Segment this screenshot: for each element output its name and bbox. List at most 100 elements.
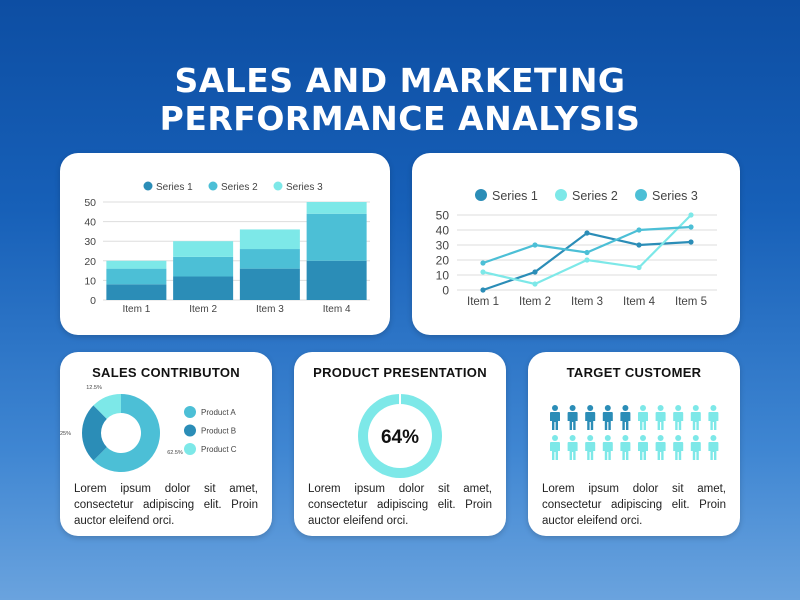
data-point <box>688 212 694 218</box>
target-customer-pictogram <box>550 405 719 460</box>
data-point <box>636 227 642 233</box>
person-body <box>550 412 560 430</box>
person-icon <box>708 435 719 460</box>
person-icon <box>620 405 631 430</box>
y-tick-label: 0 <box>442 284 449 298</box>
data-point <box>532 281 538 287</box>
person-icon <box>638 435 648 460</box>
person-body <box>673 412 684 430</box>
target-customer-title: TARGET CUSTOMER <box>566 365 702 380</box>
person-body <box>567 412 578 430</box>
x-tick-label: Item 2 <box>519 296 551 308</box>
legend-label: Product B <box>201 427 236 436</box>
data-point <box>584 249 590 256</box>
line-chart-card: 0 10 20 30 40 50 Item 1 Item 2 Item 3 Item 4 Item … <box>412 153 740 335</box>
y-tick-label: 20 <box>84 256 96 268</box>
person-body <box>690 412 701 430</box>
y-tick-label: 20 <box>436 254 450 268</box>
page-title-line-1: SALES AND MARKETING <box>174 61 626 100</box>
y-tick-label: 30 <box>436 239 450 253</box>
person-head <box>569 435 576 441</box>
person-head <box>622 405 629 411</box>
legend-marker <box>184 424 196 437</box>
legend-marker <box>273 181 283 191</box>
x-tick-label: Item 1 <box>122 304 150 315</box>
stacked-bar-chart: 0 10 20 30 40 50 Item 1 Item 2 Item 3 Item 4 Serie… <box>84 181 370 315</box>
person-body <box>655 442 666 460</box>
person-head <box>587 405 594 411</box>
bar-segment <box>106 284 167 300</box>
person-head <box>587 435 594 441</box>
y-tick-label: 50 <box>84 197 96 209</box>
bar-segment <box>306 202 367 214</box>
sales-contribution-title: SALES CONTRIBUTON <box>92 365 240 380</box>
x-tick-label: Item 3 <box>256 304 284 315</box>
person-icon <box>550 405 560 430</box>
bar-segment <box>106 260 167 269</box>
person-body <box>550 442 560 460</box>
ring-notch <box>399 393 401 405</box>
person-head <box>552 435 558 441</box>
x-tick-label: Item 4 <box>323 304 351 315</box>
person-body <box>673 442 684 460</box>
person-body <box>638 442 648 460</box>
legend-label: Series 1 <box>156 182 193 193</box>
y-tick-label: 30 <box>84 236 96 248</box>
bar-segment <box>239 229 300 250</box>
data-point <box>584 230 590 236</box>
ring-value-label: 64% <box>381 427 419 448</box>
product-presentation-donut-chart: 64% <box>358 393 442 478</box>
y-tick-label: 10 <box>436 269 450 283</box>
y-tick-label: 0 <box>90 295 96 307</box>
data-point <box>688 224 694 230</box>
data-point <box>584 257 590 263</box>
y-tick-label: 40 <box>436 224 450 238</box>
person-icon <box>567 405 578 430</box>
person-icon <box>550 435 560 460</box>
legend-marker <box>184 443 196 455</box>
target-customer-text: Lorem ipsum dolor sit amet, consectetur … <box>542 483 726 527</box>
sales-contribution-text: Lorem ipsum dolor sit amet, consectetur … <box>74 483 258 527</box>
sales-contribution-card: SALES CONTRIBUTON 62.5% 25% 12.5% Product A… <box>60 352 272 536</box>
person-head <box>604 405 611 411</box>
person-icon <box>620 435 631 460</box>
product-presentation-text: Lorem ipsum dolor sit amet, consectetur … <box>308 483 492 527</box>
data-point <box>480 260 486 266</box>
page-title: SALES AND MARKETING PERFORMANCE ANALYSIS <box>0 62 800 138</box>
legend-marker <box>143 181 153 191</box>
pie-slice <box>93 394 121 419</box>
person-head <box>675 405 682 411</box>
person-icon <box>638 405 648 430</box>
x-tick-label: Item 5 <box>675 296 707 308</box>
person-body <box>585 412 596 430</box>
person-icon <box>655 405 666 430</box>
legend-marker <box>555 189 567 201</box>
series-line <box>482 214 692 286</box>
person-body <box>708 412 719 430</box>
data-point <box>480 287 486 293</box>
bar-segment <box>173 256 234 277</box>
person-body <box>638 412 648 430</box>
data-point <box>636 264 642 271</box>
person-head <box>640 435 646 441</box>
person-head <box>675 435 682 441</box>
legend-label: Series 1 <box>492 189 538 203</box>
person-body <box>567 442 578 460</box>
legend-label: Product A <box>201 408 236 417</box>
legend-marker <box>475 189 487 201</box>
data-point <box>636 242 642 248</box>
person-head <box>604 435 611 441</box>
person-head <box>569 405 576 411</box>
pie-data-label: 62.5% <box>167 450 183 456</box>
person-body <box>708 442 719 460</box>
data-point <box>532 269 538 275</box>
person-icon <box>690 405 701 430</box>
bar-segment <box>306 213 367 261</box>
product-presentation-title: PRODUCT PRESENTATION <box>313 365 487 380</box>
person-icon <box>602 405 613 430</box>
x-tick-label: Item 1 <box>467 296 499 308</box>
person-body <box>690 442 701 460</box>
x-tick-label: Item 4 <box>623 296 656 308</box>
person-body <box>602 442 613 460</box>
